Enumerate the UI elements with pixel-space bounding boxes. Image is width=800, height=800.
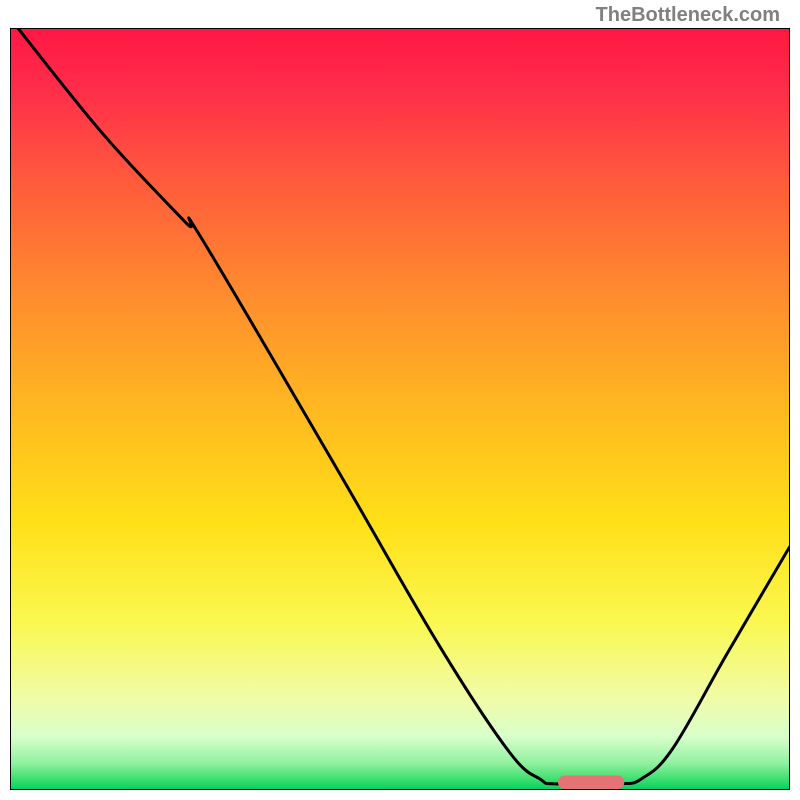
watermark-text: TheBottleneck.com [596,4,780,27]
gradient-background [10,28,790,790]
bottleneck-chart [10,28,790,790]
optimum-marker [558,776,624,790]
chart-svg [10,28,790,790]
